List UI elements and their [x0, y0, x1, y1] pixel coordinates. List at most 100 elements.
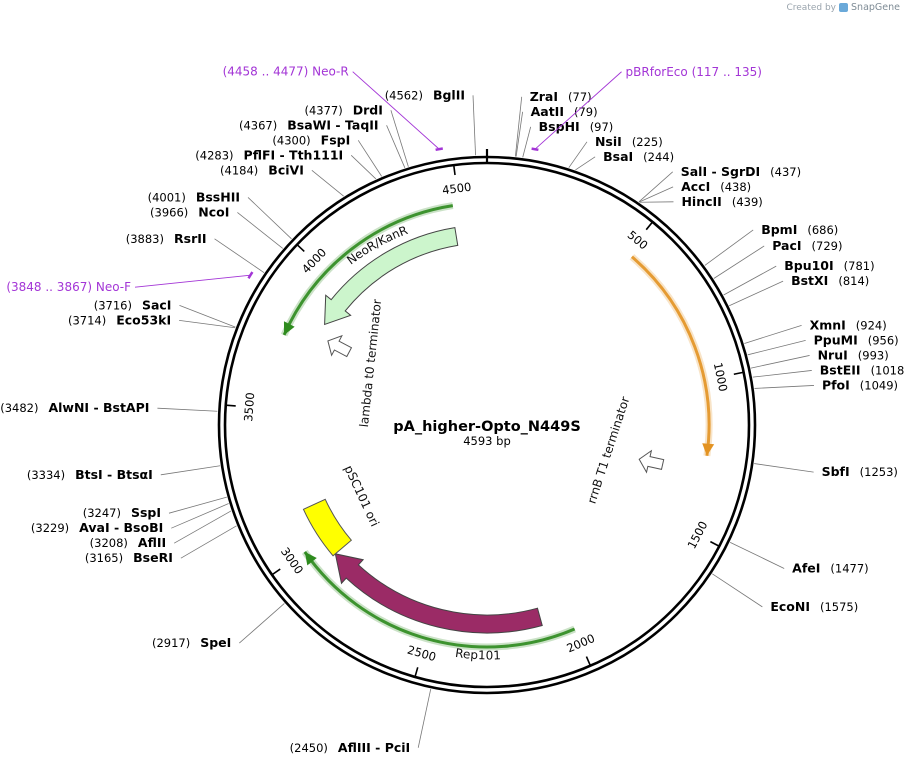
- site-name-paci: PacI: [772, 238, 801, 253]
- site-pos-zrai: (77): [568, 90, 592, 104]
- site-name-aflii: AflII: [138, 535, 166, 550]
- tick-label-3500: 3500: [241, 392, 257, 422]
- site-leader-ncoi: [237, 212, 284, 249]
- tick-label-4500: 4500: [441, 180, 472, 198]
- primer-name-pbrforeco: pBRforEco: [626, 65, 692, 79]
- site-pos-fspi: (4300): [272, 133, 310, 147]
- terminator-arrow-icon: [327, 334, 353, 358]
- site-leader-avai-bsobi: [171, 503, 229, 529]
- site-leader-xmni: [744, 324, 802, 344]
- orf-arc-0: [282, 204, 454, 336]
- site-name-sspi: SspI: [131, 505, 161, 520]
- site-leader-eco53ki: [179, 319, 236, 329]
- tick-mark-1000: [733, 371, 744, 376]
- site-name-hincii: HincII: [681, 194, 721, 209]
- site-pos-bstxi: (814): [838, 274, 869, 288]
- feature-label-psc101-ori: pSC101 ori: [341, 463, 382, 529]
- site-pos-bpmi: (686): [807, 223, 838, 237]
- site-name-saci: SacI: [142, 297, 172, 312]
- site-leader-bseri: [180, 525, 237, 559]
- terminator-lambda-t0-terminator: [327, 334, 353, 358]
- orf-arrowhead-0: [283, 321, 295, 335]
- site-pos-aatii: (79): [574, 105, 598, 119]
- site-name-btsi-bts-i: BtsI - BtsαI: [75, 467, 153, 482]
- primer-name-neo-r: Neo-R: [312, 65, 349, 79]
- primer-mark-neo-r: [435, 147, 444, 152]
- site-pos-afliii-pcii: (2450): [290, 741, 328, 755]
- site-leader-aflii: [173, 510, 232, 544]
- plasmid-name: pA_higher-Opto_N449S: [393, 419, 581, 435]
- site-leader-nsii: [568, 141, 588, 168]
- site-leader-bsphi: [522, 126, 532, 158]
- tick-label-500: 500: [625, 228, 651, 253]
- site-leader-afei: [729, 542, 785, 569]
- site-name-fspi: FspI: [321, 132, 351, 147]
- site-name-nrui: NruI: [818, 347, 848, 362]
- snapgene-logo-icon: [839, 3, 849, 12]
- site-leader-bpu10i: [723, 265, 777, 296]
- site-name-econi: EcoNI: [770, 599, 810, 614]
- primer-label-neo-r: (4458 .. 4477) Neo-R: [223, 65, 349, 79]
- orf-arcs: [280, 202, 715, 651]
- site-name-sbfi: SbfI: [822, 464, 850, 479]
- site-pos-drdi: (4377): [305, 103, 343, 117]
- site-pos-pfoi: (1049): [860, 378, 898, 392]
- site-leader-btsi-bts-i: [160, 465, 221, 476]
- tick-mark-3500: [225, 404, 236, 407]
- site-pos-bcivi: (4184): [220, 163, 258, 177]
- site-name-ncoi: NcoI: [198, 204, 229, 219]
- site-leader-bglii: [472, 95, 476, 156]
- site-pos-afei: (1477): [830, 561, 868, 575]
- site-pos-xmni: (924): [856, 318, 887, 332]
- site-name-zrai: ZraI: [530, 89, 558, 104]
- site-name-spei: SpeI: [200, 635, 231, 650]
- tick-mark-4000: [296, 244, 305, 253]
- site-pos-bsshii: (4001): [148, 190, 186, 204]
- backbone: [217, 149, 757, 695]
- site-pos-bpu10i: (781): [844, 259, 875, 273]
- primers: (4458 .. 4477) Neo-R pBRforEco (117 .. 13…: [6, 65, 762, 295]
- site-leader-pfoi: [754, 385, 814, 389]
- site-name-bsteii: BstEII: [820, 362, 861, 377]
- site-leader-sbfi: [754, 463, 814, 473]
- site-pos-pflfi-tth111i: (4283): [195, 148, 233, 162]
- primer-label-pbrforeco: pBRforEco (117 .. 135): [626, 65, 762, 79]
- site-name-pfoi: PfoI: [822, 377, 850, 392]
- snapgene-credit: Created by SnapGene: [786, 2, 900, 13]
- backbone-inner-circle: [223, 161, 751, 689]
- site-name-drdi: DrdI: [353, 102, 383, 117]
- site-pos-nsii: (225): [632, 135, 663, 149]
- tick-mark-4500: [452, 165, 456, 176]
- orf-arc-glow-0: [280, 202, 454, 337]
- site-leader-bpmi: [704, 229, 754, 266]
- site-pos-econi: (1575): [820, 600, 858, 614]
- site-leader-pflfi-tth111i: [350, 155, 377, 180]
- site-pos-ncoi: (3966): [150, 205, 188, 219]
- tick-label-1500: 1500: [685, 519, 711, 551]
- site-pos-bsteii: (1018): [871, 363, 904, 377]
- site-leader-bsai: [575, 156, 596, 171]
- tick-label-2500: 2500: [406, 643, 438, 665]
- site-pos-aflii: (3208): [90, 536, 128, 550]
- credit-brand: SnapGene: [851, 2, 900, 13]
- feature-label-lambda-t0-terminator: lambda t0 terminator: [357, 298, 384, 428]
- primer-range-neo-r: (4458 .. 4477): [223, 65, 313, 79]
- site-leader-ppumi: [747, 339, 806, 356]
- site-leader-acci: [639, 186, 674, 203]
- site-name-ppumi: PpuMI: [814, 332, 858, 347]
- site-leader-aatii: [515, 111, 523, 157]
- site-name-bsai: BsaI: [603, 149, 633, 164]
- site-name-pflfi-tth111i: PflFI - Tth111I: [244, 147, 344, 162]
- site-name-nsii: NsiI: [595, 134, 622, 149]
- tick-label-1000: 1000: [711, 361, 731, 392]
- site-name-bcivi: BciVI: [268, 162, 304, 177]
- tick-mark-1500: [710, 540, 720, 547]
- feature-rep101: [334, 553, 543, 634]
- tick-mark-500: [645, 221, 654, 231]
- primer-leader-pbrforeco: [534, 71, 622, 150]
- primer-mark-pbrforeco: [531, 147, 539, 152]
- site-pos-eco53ki: (3714): [68, 313, 106, 327]
- orf-arc-2: [303, 551, 576, 649]
- site-leader-paci: [713, 245, 765, 279]
